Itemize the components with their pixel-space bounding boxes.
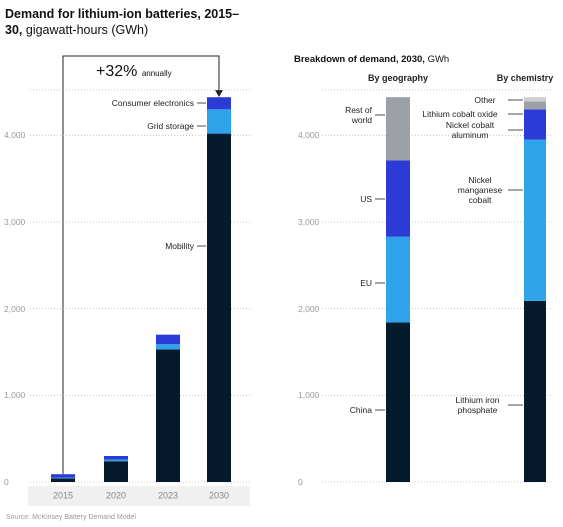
series-label: Nickel manganese cobalt [457, 175, 503, 205]
series-label: Lithium cobalt oxide [422, 109, 498, 119]
bar-segment [207, 109, 231, 134]
annotation-sub: annually [141, 69, 172, 78]
category-header: By chemistry [496, 73, 554, 83]
arrowhead [215, 90, 223, 97]
left-title: Demand for lithium-ion batteries, 2015–3… [5, 6, 245, 38]
bar-segment [386, 236, 410, 323]
x-tick-label: 2023 [158, 490, 178, 500]
series-label: Consumer electronics [111, 98, 194, 108]
category-band [28, 486, 250, 506]
unit: gigawatt-hours (GWh) [25, 23, 149, 37]
bar-segment [524, 139, 546, 301]
bar-segment [104, 459, 128, 462]
series-label: EU [360, 278, 372, 288]
y-tick-label: 0 [298, 477, 303, 487]
source: Source: McKinsey Battery Demand Model [6, 514, 136, 521]
unit: GWh [427, 54, 450, 65]
bar-segment [386, 160, 410, 237]
y-tick-label: 1,000 [298, 390, 320, 401]
y-tick-label: 0 [4, 477, 9, 487]
bar-segment [524, 300, 546, 482]
x-tick-label: 2030 [209, 490, 229, 500]
bar-segment [51, 477, 75, 479]
bar-segment [104, 456, 128, 460]
series-label: Mobility [165, 241, 194, 251]
series-label: US [360, 194, 372, 204]
y-tick-label: 1,000 [4, 390, 26, 401]
bar-segment [156, 349, 180, 482]
y-tick-label: 4,000 [4, 130, 26, 141]
y-tick-label: 2,000 [298, 303, 320, 314]
y-tick-label: 4,000 [298, 130, 320, 141]
title: Demand for lithium-ion batteries, 2015–3… [5, 7, 240, 37]
right-title: Breakdown of demand, 2030, GWh [294, 54, 449, 65]
y-tick-label: 3,000 [298, 217, 320, 227]
growth-connector [62, 55, 220, 474]
bar-segment [524, 101, 546, 110]
bar-segment [524, 97, 546, 102]
category-header: By geography [367, 73, 428, 83]
x-tick-label: 2015 [53, 490, 73, 500]
y-tick-label: 2,000 [4, 303, 26, 314]
series-label: Grid storage [147, 121, 194, 131]
annotation: +32% annually [96, 63, 172, 81]
bar-segment [51, 478, 75, 482]
series-label: Other [474, 95, 496, 105]
bar-segment [51, 474, 75, 478]
y-tick-label: 3,000 [4, 217, 26, 227]
title: Breakdown of demand, 2030, [294, 54, 425, 65]
bar-segment [386, 322, 410, 482]
bar-segment [156, 344, 180, 350]
series-label: Nickel cobalt aluminum [445, 120, 495, 140]
series-label: Rest of world [345, 105, 372, 125]
series-label: China [349, 405, 372, 415]
bar-segment [207, 97, 231, 110]
series-label: Lithium iron phosphate [455, 395, 500, 415]
annotation-value: +32% [96, 63, 138, 80]
bar-segment [156, 334, 180, 345]
bar-segment [104, 461, 128, 482]
x-tick-label: 2020 [106, 490, 126, 500]
bar-segment [524, 109, 546, 140]
bar-segment [386, 97, 410, 161]
bar-segment [207, 133, 231, 482]
